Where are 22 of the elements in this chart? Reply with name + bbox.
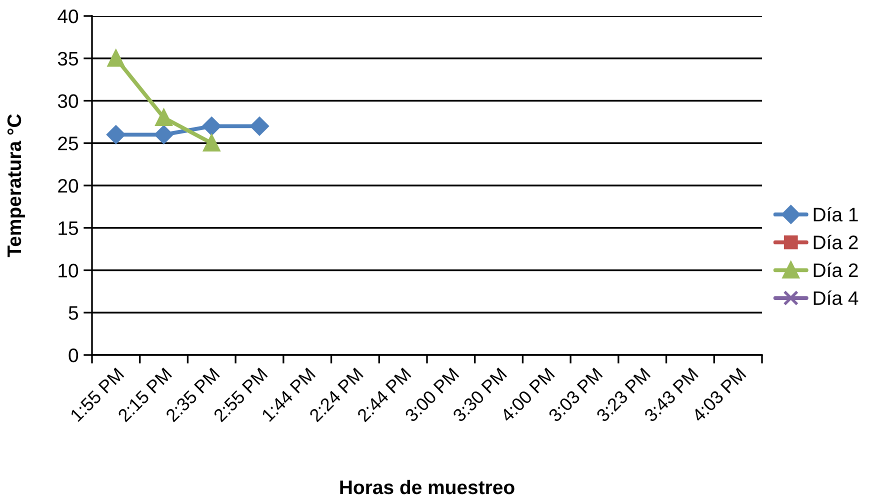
point: [108, 50, 124, 67]
legend-label: Día 4: [814, 290, 858, 306]
y-tick-label: 35: [58, 52, 78, 66]
y-tick-label: 15: [58, 222, 78, 236]
point: [154, 125, 174, 144]
legend-label: Día 1: [814, 206, 858, 222]
y-tick-label: 40: [58, 9, 78, 24]
y-tick-label: 30: [58, 94, 78, 108]
y-tick-label: 10: [58, 264, 78, 278]
point: [106, 125, 126, 144]
point: [155, 109, 172, 126]
point: [202, 116, 221, 136]
x-axis-title: Horas de muestreo: [340, 480, 514, 494]
point: [250, 116, 269, 136]
y-tick-label: 20: [58, 178, 78, 193]
y-tick-label: 0: [68, 348, 78, 362]
y-tick-label: 5: [68, 306, 78, 320]
legend-label: Día 2: [814, 234, 858, 250]
y-tick-label: 25: [58, 136, 78, 150]
y-axis-title: Temperatura °C: [7, 114, 25, 258]
legend-label: Día 2: [814, 262, 858, 278]
point: [203, 134, 220, 152]
